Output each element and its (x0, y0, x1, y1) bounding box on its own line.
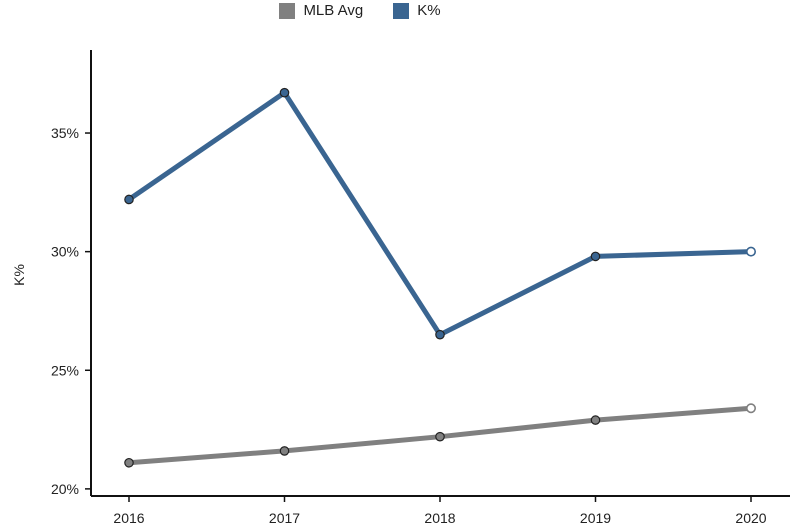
data-point-1-1 (279, 87, 290, 98)
legend-label-k-pct: K% (417, 2, 441, 19)
legend-item-mlb-avg[interactable]: MLB Avg (279, 2, 363, 19)
y-tick-label: 35% (51, 125, 79, 141)
y-tick-label: 30% (51, 244, 79, 260)
legend-swatch-k-pct (393, 2, 410, 19)
data-point-0-3 (590, 415, 601, 425)
y-tick-label: 25% (51, 362, 79, 378)
y-tick-label: 20% (51, 481, 79, 497)
x-tick-label: 2020 (735, 510, 766, 526)
data-point-0-2 (435, 431, 445, 442)
data-point-1-0 (124, 194, 134, 205)
x-tick-label: 2017 (269, 510, 300, 526)
legend-label-mlb-avg: MLB Avg (303, 2, 364, 19)
x-tick-label: 2019 (580, 510, 611, 526)
y-axis-title: K% (11, 264, 27, 286)
x-tick-label: 2016 (113, 510, 144, 526)
legend-item-k-pct[interactable]: K% (393, 2, 441, 19)
chart-legend: MLB Avg K% (0, 2, 720, 19)
data-point-1-4 (745, 246, 756, 257)
legend-swatch-mlb-avg (279, 2, 296, 19)
data-point-0-0 (124, 457, 134, 468)
data-point-0-4 (745, 403, 756, 414)
data-point-0-1 (279, 446, 290, 456)
x-tick-label: 2018 (424, 510, 455, 526)
data-point-1-2 (435, 329, 445, 340)
series-line-1 (126, 90, 754, 338)
series-layer (124, 87, 756, 468)
axes: 20% 25% 30% 35% 2016 2017 2018 2019 2020 K% (11, 50, 790, 526)
data-point-1-3 (590, 251, 601, 262)
